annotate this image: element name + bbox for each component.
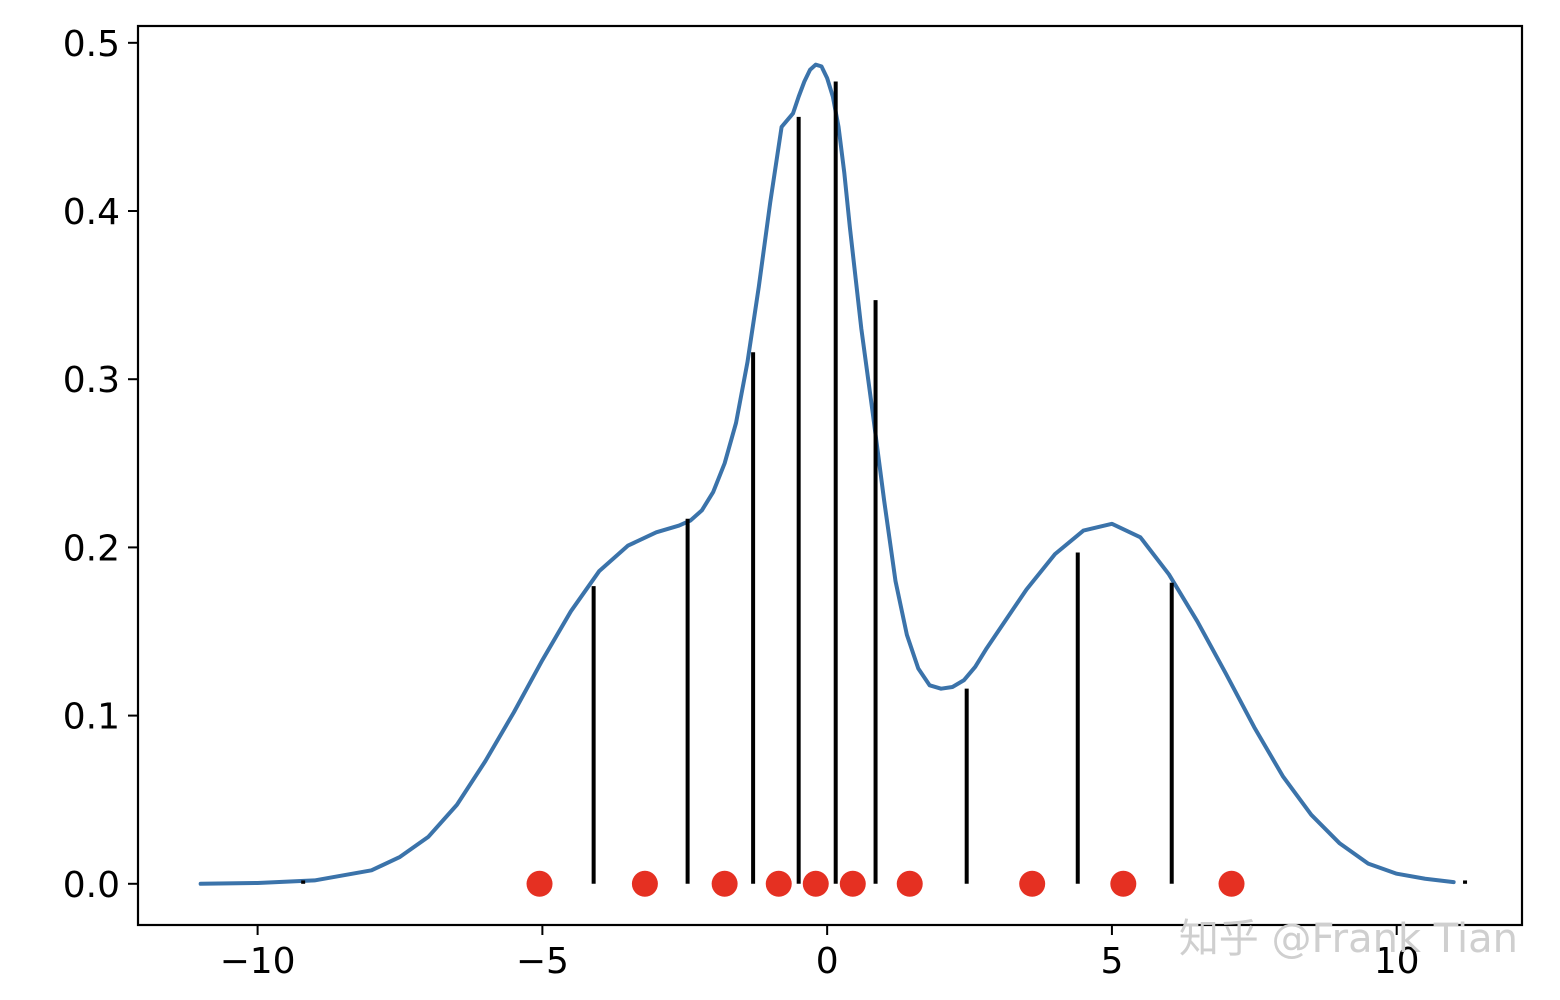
axes-border — [136, 24, 1524, 927]
watermark: 知乎 @Frank Tian — [1179, 916, 1518, 962]
y-tick-label: 0.0 — [63, 865, 120, 906]
sample-point — [802, 870, 829, 897]
y-axis: 0.0 0.1 0.2 0.3 0.4 0.5 — [63, 24, 138, 906]
x-tick-label: 5 — [1100, 941, 1123, 982]
sample-point — [765, 870, 792, 897]
sample-point — [631, 870, 658, 897]
plot-area — [198, 62, 1468, 897]
sample-point — [711, 870, 738, 897]
y-tick-label: 0.5 — [63, 24, 120, 65]
y-tick-label: 0.3 — [63, 360, 120, 401]
y-tick-label: 0.2 — [63, 528, 120, 569]
y-tick-label: 0.1 — [63, 697, 120, 738]
sample-point — [1218, 870, 1245, 897]
y-tick-label: 0.4 — [63, 192, 120, 233]
x-tick-label: −5 — [516, 941, 569, 982]
sample-point — [839, 870, 866, 897]
axes-frame — [136, 24, 1524, 927]
x-axis: −10 −5 0 5 10 — [220, 925, 1420, 982]
sample-point — [526, 870, 553, 897]
x-tick-label: 10 — [1374, 941, 1420, 982]
x-tick-label: 0 — [816, 941, 839, 982]
density-curve — [198, 62, 1456, 886]
x-tick-label: −10 — [220, 941, 296, 982]
sample-point — [896, 870, 923, 897]
sample-point — [1019, 870, 1046, 897]
sample-point — [1110, 870, 1137, 897]
